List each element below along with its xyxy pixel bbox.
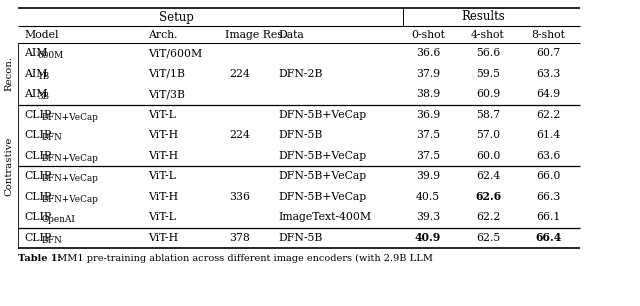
- Text: 64.9: 64.9: [536, 89, 560, 99]
- Text: 63.3: 63.3: [536, 69, 560, 79]
- Text: DFN-5B: DFN-5B: [278, 233, 323, 243]
- Text: 40.5: 40.5: [416, 192, 440, 202]
- Text: 36.9: 36.9: [416, 110, 440, 120]
- Text: DFN: DFN: [42, 236, 63, 245]
- Text: 38.9: 38.9: [416, 89, 440, 99]
- Text: 62.4: 62.4: [476, 171, 500, 181]
- Text: 224: 224: [230, 69, 250, 79]
- Text: CLIP: CLIP: [24, 130, 51, 140]
- Text: 37.5: 37.5: [416, 130, 440, 140]
- Text: 8-shot: 8-shot: [531, 29, 565, 39]
- Text: 62.5: 62.5: [476, 233, 500, 243]
- Text: 62.6: 62.6: [475, 191, 501, 202]
- Text: ViT/600M: ViT/600M: [148, 48, 202, 58]
- Text: 62.2: 62.2: [536, 110, 560, 120]
- Text: 61.4: 61.4: [536, 130, 560, 140]
- Text: CLIP: CLIP: [24, 110, 51, 120]
- Text: ViT-L: ViT-L: [148, 171, 176, 181]
- Text: DFN-5B+VeCap: DFN-5B+VeCap: [278, 110, 366, 120]
- Text: DFN+VeCap: DFN+VeCap: [42, 113, 99, 122]
- Text: Recon.: Recon.: [4, 56, 13, 91]
- Text: ViT-H: ViT-H: [148, 192, 178, 202]
- Text: 36.6: 36.6: [416, 48, 440, 58]
- Text: DFN-2B: DFN-2B: [278, 69, 323, 79]
- Text: 1B: 1B: [38, 72, 50, 81]
- Text: Image Res.: Image Res.: [225, 29, 286, 39]
- Text: DFN+VeCap: DFN+VeCap: [42, 195, 99, 204]
- Text: 37.9: 37.9: [416, 69, 440, 79]
- Text: ViT-H: ViT-H: [148, 151, 178, 161]
- Text: DFN-5B+VeCap: DFN-5B+VeCap: [278, 171, 366, 181]
- Text: ViT-L: ViT-L: [148, 110, 176, 120]
- Text: CLIP: CLIP: [24, 192, 51, 202]
- Text: 0-shot: 0-shot: [411, 29, 445, 39]
- Text: CLIP: CLIP: [24, 233, 51, 243]
- Text: DFN-5B: DFN-5B: [278, 130, 323, 140]
- Text: 56.6: 56.6: [476, 48, 500, 58]
- Text: DFN+VeCap: DFN+VeCap: [42, 174, 99, 183]
- Text: Arch.: Arch.: [148, 29, 177, 39]
- Text: 336: 336: [230, 192, 250, 202]
- Text: ImageText-400M: ImageText-400M: [278, 212, 371, 222]
- Text: CLIP: CLIP: [24, 171, 51, 181]
- Text: AIM: AIM: [24, 89, 47, 99]
- Text: OpenAI: OpenAI: [42, 215, 76, 224]
- Text: 66.4: 66.4: [535, 232, 561, 243]
- Text: CLIP: CLIP: [24, 212, 51, 222]
- Text: Model: Model: [24, 29, 58, 39]
- Text: Data: Data: [278, 29, 304, 39]
- Text: 60.7: 60.7: [536, 48, 560, 58]
- Text: 62.2: 62.2: [476, 212, 500, 222]
- Text: 57.0: 57.0: [476, 130, 500, 140]
- Text: 58.7: 58.7: [476, 110, 500, 120]
- Text: AIM: AIM: [24, 48, 47, 58]
- Text: DFN-5B+VeCap: DFN-5B+VeCap: [278, 151, 366, 161]
- Text: ViT/3B: ViT/3B: [148, 89, 185, 99]
- Text: 4-shot: 4-shot: [471, 29, 505, 39]
- Text: 60.9: 60.9: [476, 89, 500, 99]
- Text: ViT-H: ViT-H: [148, 130, 178, 140]
- Text: 39.9: 39.9: [416, 171, 440, 181]
- Text: 40.9: 40.9: [415, 232, 441, 243]
- Text: ViT-L: ViT-L: [148, 212, 176, 222]
- Text: Setup: Setup: [159, 10, 193, 24]
- Text: 37.5: 37.5: [416, 151, 440, 161]
- Text: 59.5: 59.5: [476, 69, 500, 79]
- Text: AIM: AIM: [24, 69, 47, 79]
- Text: Table 1:: Table 1:: [18, 254, 61, 263]
- Text: DFN-5B+VeCap: DFN-5B+VeCap: [278, 192, 366, 202]
- Text: DFN+VeCap: DFN+VeCap: [42, 154, 99, 163]
- Text: 60.0: 60.0: [476, 151, 500, 161]
- Text: 63.6: 63.6: [536, 151, 560, 161]
- Text: 39.3: 39.3: [416, 212, 440, 222]
- Text: DFN: DFN: [42, 133, 63, 142]
- Text: 3B: 3B: [38, 92, 49, 101]
- Text: ViT/1B: ViT/1B: [148, 69, 185, 79]
- Text: 224: 224: [230, 130, 250, 140]
- Text: 66.1: 66.1: [536, 212, 560, 222]
- Text: Results: Results: [461, 10, 505, 24]
- Text: MM1 pre-training ablation across different image encoders (with 2.9B LLM: MM1 pre-training ablation across differe…: [54, 254, 433, 263]
- Text: ViT-H: ViT-H: [148, 233, 178, 243]
- Text: 66.3: 66.3: [536, 192, 560, 202]
- Text: Contrastive: Contrastive: [4, 136, 13, 196]
- Text: 66.0: 66.0: [536, 171, 560, 181]
- Text: CLIP: CLIP: [24, 151, 51, 161]
- Text: 378: 378: [230, 233, 250, 243]
- Text: 600M: 600M: [38, 51, 64, 60]
